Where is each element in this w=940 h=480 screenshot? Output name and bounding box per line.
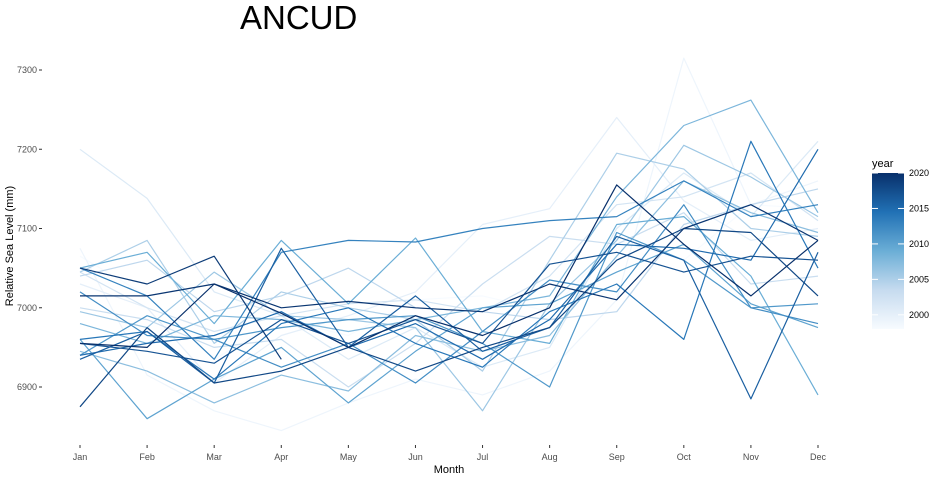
y-axis: 6900 7000 7100 7200 7300: [17, 65, 42, 392]
legend-tick-label: 2005: [909, 274, 929, 284]
x-tick-label: May: [340, 452, 358, 462]
series-line: [79, 227, 819, 408]
x-tick-label: Nov: [743, 452, 760, 462]
series-line: [79, 251, 819, 364]
y-tick-label: 7100: [17, 224, 37, 234]
x-tick-label: Mar: [206, 452, 222, 462]
series-line: [80, 204, 819, 313]
series-line: [79, 180, 819, 360]
x-tick-label: Jul: [477, 452, 489, 462]
series-lines: [79, 57, 819, 432]
y-axis-title: Relative Sea Level (mm): [4, 186, 16, 306]
series-line: [79, 152, 819, 372]
x-tick-label: Apr: [274, 452, 288, 462]
series-line: [79, 184, 819, 348]
legend-tick-label: 2020: [909, 168, 929, 178]
legend-tick-label: 2015: [909, 203, 929, 213]
series-line: [79, 212, 819, 388]
y-tick-label: 7000: [17, 303, 37, 313]
series-line: [79, 57, 819, 432]
y-tick-label: 7300: [17, 65, 37, 75]
series-line: [79, 99, 819, 344]
series-line: [79, 188, 819, 321]
series-line: [79, 204, 819, 384]
legend-tick-label: 2000: [909, 310, 929, 320]
series-line: [79, 140, 819, 380]
series-line: [79, 235, 819, 400]
legend-title: year: [872, 158, 894, 170]
x-axis-title: Month: [434, 464, 465, 476]
series-line: [79, 204, 819, 360]
series-line: [79, 231, 819, 388]
series-line: [79, 216, 819, 396]
series-line: [79, 148, 819, 360]
colorbar: [872, 173, 904, 329]
x-tick-label: Oct: [677, 452, 692, 462]
y-tick-label: 6900: [17, 382, 37, 392]
x-tick-label: Dec: [810, 452, 827, 462]
y-tick-label: 7200: [17, 144, 37, 154]
chart-title: ANCUD: [240, 0, 357, 36]
x-tick-label: Jun: [408, 452, 423, 462]
series-line: [79, 144, 819, 412]
x-tick-label: Jan: [73, 452, 88, 462]
legend-tick-label: 2010: [909, 239, 929, 249]
x-tick-label: Feb: [139, 452, 155, 462]
series-line: [79, 255, 282, 360]
x-axis: Jan Feb Mar Apr May Jun Jul Aug Sep Oct Nov Dec: [73, 445, 827, 462]
colorbar-legend: year 2000 2005 2010 2015 2020: [872, 158, 929, 329]
series-line: [79, 140, 819, 368]
x-tick-label: Sep: [609, 452, 625, 462]
x-tick-label: Aug: [542, 452, 558, 462]
series-line: [79, 172, 819, 333]
